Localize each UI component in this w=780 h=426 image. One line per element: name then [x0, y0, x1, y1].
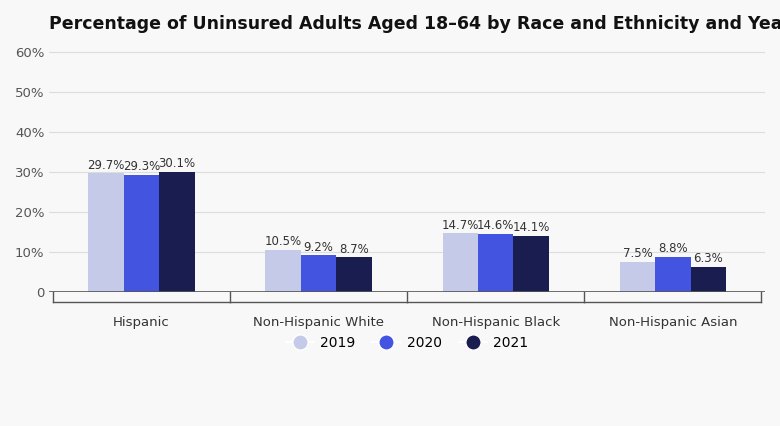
Text: 9.2%: 9.2% [303, 241, 334, 253]
Text: Hispanic: Hispanic [113, 316, 170, 329]
Text: Non-Hispanic Asian: Non-Hispanic Asian [608, 316, 737, 329]
Bar [88, 173, 124, 292]
Text: 6.3%: 6.3% [693, 252, 723, 265]
Text: 29.7%: 29.7% [87, 158, 125, 172]
Bar [620, 262, 655, 292]
Text: Non-Hispanic White: Non-Hispanic White [254, 316, 384, 329]
Bar [513, 236, 549, 292]
Bar [336, 257, 372, 292]
Text: 29.3%: 29.3% [122, 160, 160, 173]
Bar [124, 175, 159, 292]
Text: 7.5%: 7.5% [622, 248, 652, 260]
Text: 8.7%: 8.7% [339, 243, 369, 256]
Text: Percentage of Uninsured Adults Aged 18–64 by Race and Ethnicity and Year: U.S. ,: Percentage of Uninsured Adults Aged 18–6… [49, 15, 780, 33]
Bar [159, 172, 195, 292]
Bar [478, 233, 513, 292]
Text: 30.1%: 30.1% [158, 157, 196, 170]
Text: 14.6%: 14.6% [477, 219, 515, 232]
Text: 10.5%: 10.5% [264, 236, 302, 248]
Text: 14.7%: 14.7% [441, 219, 479, 232]
Bar [690, 267, 726, 292]
Bar [301, 255, 336, 292]
Text: Non-Hispanic Black: Non-Hispanic Black [431, 316, 560, 329]
Bar [655, 257, 690, 292]
Legend: 2019, 2020, 2021: 2019, 2020, 2021 [280, 331, 534, 356]
Bar [265, 250, 301, 292]
Text: 8.8%: 8.8% [658, 242, 688, 255]
Text: 14.1%: 14.1% [512, 221, 550, 234]
Bar [442, 233, 478, 292]
